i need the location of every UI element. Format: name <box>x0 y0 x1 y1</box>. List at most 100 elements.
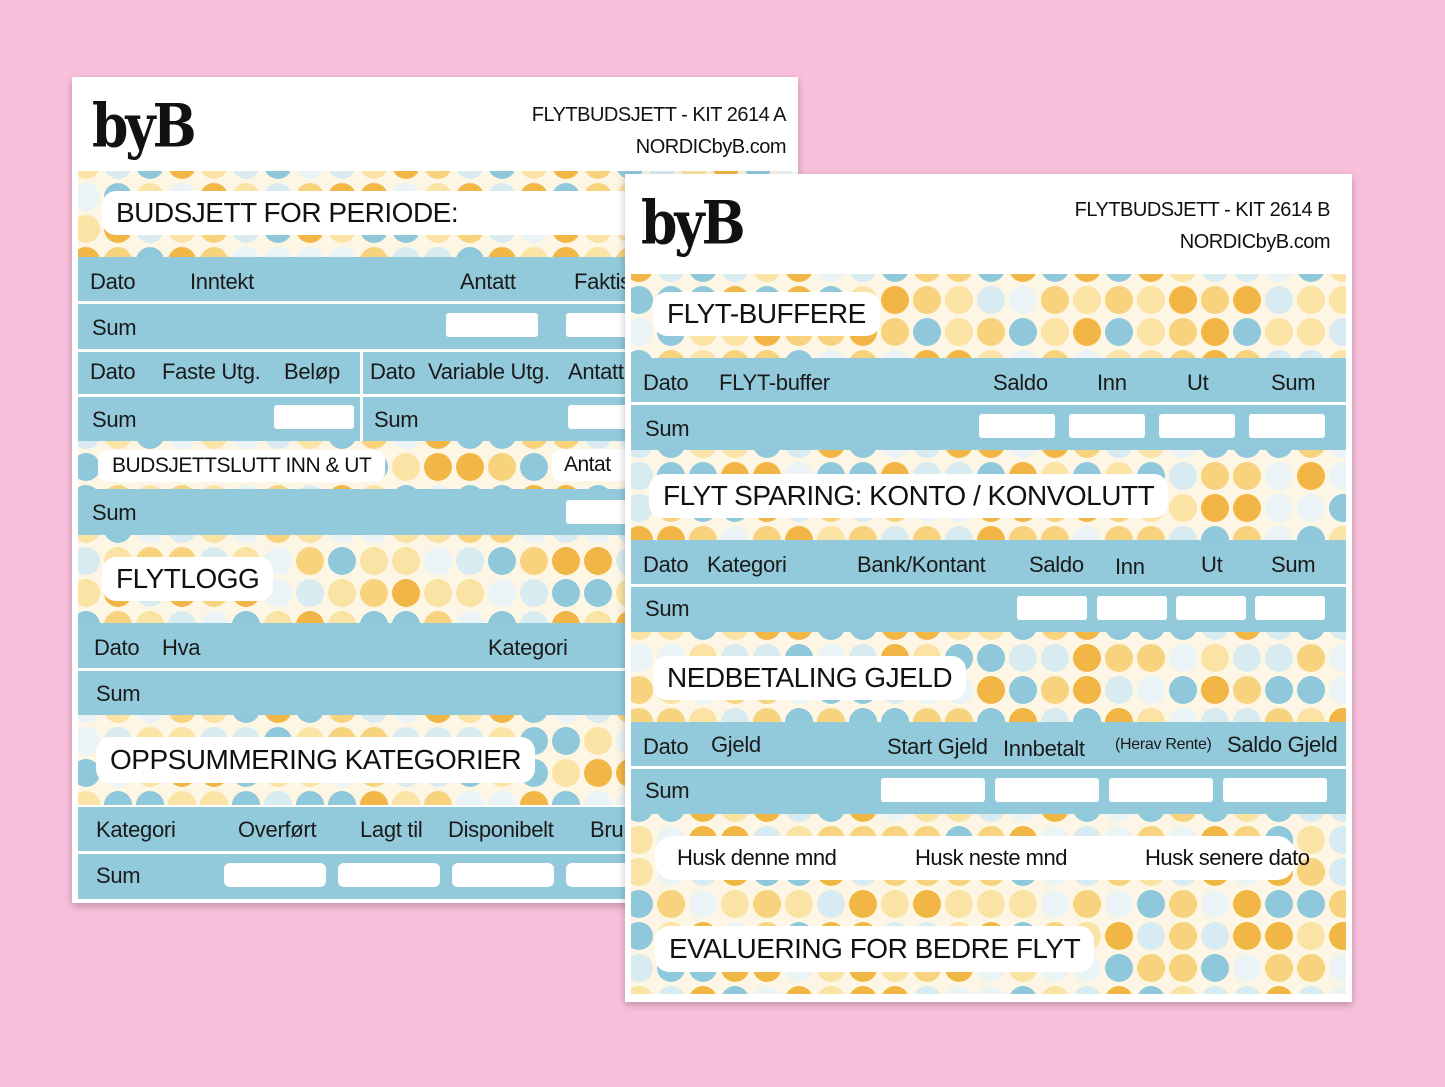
pattern-dot <box>520 453 548 481</box>
pattern-dot <box>78 535 99 543</box>
pattern-dot <box>584 247 612 257</box>
pattern-dot <box>1202 350 1228 358</box>
sum-field-rente[interactable] <box>1109 778 1213 802</box>
pattern-dot <box>978 350 1004 358</box>
pattern-dot <box>104 611 132 623</box>
pattern-dot <box>1138 814 1164 822</box>
pattern-dot <box>1073 890 1101 918</box>
pattern-dot <box>977 890 1005 918</box>
pattern-dot <box>977 526 1005 540</box>
pattern-dot <box>1330 350 1346 358</box>
pattern-dot <box>296 791 324 805</box>
sum-field-sum[interactable] <box>1255 596 1325 620</box>
pattern-dot <box>136 611 164 623</box>
pattern-dot <box>1266 274 1292 282</box>
pattern-dot <box>78 715 99 723</box>
sum-field-inn[interactable] <box>1097 596 1167 620</box>
sum-field-sum[interactable] <box>1249 414 1325 438</box>
pattern-dot <box>914 274 940 282</box>
pattern-dot <box>978 986 1004 994</box>
pattern-dot <box>1233 644 1261 672</box>
sum-field-lagt-til[interactable] <box>338 863 440 887</box>
pattern-dot <box>754 450 780 458</box>
pattern-dot <box>1265 526 1293 540</box>
sum-field-ut[interactable] <box>1176 596 1246 620</box>
pattern-dot <box>945 286 973 314</box>
pattern-dot <box>488 547 516 575</box>
pattern-dot <box>1170 350 1196 358</box>
pattern-dot <box>1138 350 1164 358</box>
pattern-dot <box>1074 986 1100 994</box>
pattern-dot <box>1297 676 1325 704</box>
sum-field-inn[interactable] <box>1069 414 1145 438</box>
pattern-dot <box>631 318 653 346</box>
pattern-dot <box>631 676 653 704</box>
pattern-dot <box>556 485 576 489</box>
reminder-this-month: Husk denne mnd <box>677 845 837 870</box>
pattern-dot <box>1137 954 1165 982</box>
pattern-dot <box>1202 986 1228 994</box>
pattern-dot <box>232 247 260 257</box>
pattern-dot <box>1169 708 1197 722</box>
pattern-dot <box>1041 286 1069 314</box>
pattern-dot <box>1073 708 1101 722</box>
sum-field-saldo[interactable] <box>979 414 1055 438</box>
pattern-dot <box>521 715 547 723</box>
col-herav-rente: (Herav Rente) <box>1115 736 1212 753</box>
sum-field-innbetalt[interactable] <box>995 778 1099 802</box>
pattern-dot <box>1106 274 1132 282</box>
pattern-dot <box>754 986 780 994</box>
pattern-dot <box>424 611 452 623</box>
pattern-dot <box>392 579 420 607</box>
pattern-dot <box>631 986 652 994</box>
pattern-dot <box>1074 274 1100 282</box>
pattern-dot <box>360 791 388 805</box>
sum-field-saldo[interactable] <box>1017 596 1087 620</box>
sum-field-antatt[interactable] <box>446 313 538 337</box>
pattern-dot <box>332 485 352 489</box>
pattern-dot <box>1202 450 1228 458</box>
sum-field-disponibelt[interactable] <box>452 863 554 887</box>
sum-label: Sum <box>374 407 419 432</box>
pattern-dot <box>1041 708 1069 722</box>
pattern-dot <box>1202 632 1228 640</box>
pattern-dot <box>1265 494 1293 522</box>
pattern-dot <box>457 171 483 179</box>
col-ut: Ut <box>1201 552 1223 577</box>
pattern-dot <box>754 274 780 282</box>
pattern-dot <box>296 547 324 575</box>
pattern-dot <box>722 450 748 458</box>
pattern-dot <box>584 791 612 805</box>
col-inn: Inn <box>1115 554 1145 579</box>
sum-field-overfort[interactable] <box>224 863 326 887</box>
pattern-dot <box>297 715 323 723</box>
pattern-dot <box>78 485 96 489</box>
saving-title: FLYT SPARING: KONTO / KONVOLUTT <box>649 474 1169 518</box>
pattern-dot <box>1170 274 1196 282</box>
pattern-dot <box>753 708 781 722</box>
pattern-dot <box>552 759 580 787</box>
col-dato: Dato <box>643 734 689 759</box>
pattern-dot <box>1298 450 1324 458</box>
sum-field-ut[interactable] <box>1159 414 1235 438</box>
pattern-dot <box>169 441 195 449</box>
pattern-dot <box>1041 644 1069 672</box>
sum-field-fixed[interactable] <box>274 405 354 429</box>
pattern-dot <box>233 171 259 179</box>
pattern-dot <box>850 986 876 994</box>
sum-field-saldo-gjeld[interactable] <box>1223 778 1327 802</box>
sum-field-start-gjeld[interactable] <box>881 778 985 802</box>
pattern-dot <box>552 547 580 575</box>
divider <box>78 301 792 304</box>
pattern-dot <box>584 547 612 575</box>
pattern-dot <box>1233 708 1261 722</box>
pattern-dot <box>754 350 780 358</box>
pattern-dot <box>1330 632 1346 640</box>
reminders-strip: Husk denne mnd Husk neste mnd Husk sener… <box>655 836 1310 880</box>
pattern-dot <box>1265 708 1293 722</box>
sum-label: Sum <box>645 596 690 621</box>
divider <box>631 402 1346 405</box>
col-variable-utg: Variable Utg. <box>428 359 550 384</box>
pattern-dot <box>1009 708 1037 722</box>
col-saldo-gjeld: Saldo Gjeld <box>1227 732 1338 757</box>
